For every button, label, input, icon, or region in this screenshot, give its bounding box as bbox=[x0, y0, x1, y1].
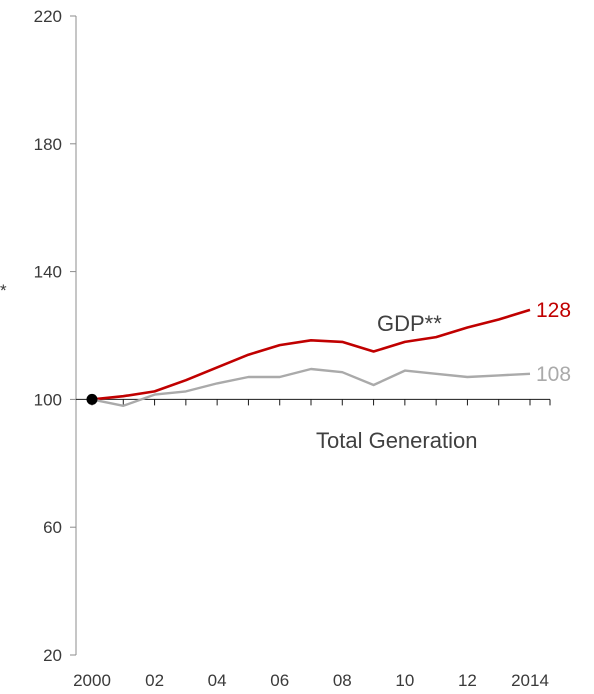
series-labels: * GDP** Total Generation 128 108 bbox=[0, 281, 571, 453]
series-line-gdp bbox=[91, 308, 531, 401]
end-label-total-generation: 108 bbox=[536, 363, 571, 386]
series-name-total-generation: Total Generation bbox=[316, 428, 477, 453]
y-tick-label: 100 bbox=[34, 390, 62, 409]
y-tick-label: 140 bbox=[34, 263, 62, 282]
x-tick-label: 08 bbox=[333, 671, 352, 690]
end-label-gdp: 128 bbox=[536, 299, 571, 322]
x-tick-label: 2014 bbox=[511, 671, 549, 690]
y-axis-cut-label: * bbox=[0, 281, 7, 300]
axes-layer bbox=[75, 16, 550, 655]
x-tick-label: 02 bbox=[145, 671, 164, 690]
y-tick-label: 180 bbox=[34, 135, 62, 154]
y-tick-label: 220 bbox=[34, 7, 62, 26]
x-tick-label: 10 bbox=[395, 671, 414, 690]
y-ticks: 20 60 100 140 180 220 bbox=[34, 7, 76, 665]
series-line-total-generation bbox=[91, 367, 531, 407]
x-tick-label: 04 bbox=[208, 671, 227, 690]
x-tick-label: 12 bbox=[458, 671, 477, 690]
x-ticks: 2000 02 04 06 08 10 12 2014 bbox=[73, 399, 551, 690]
base-point-marker bbox=[86, 393, 98, 405]
y-tick-label: 60 bbox=[43, 518, 62, 537]
y-tick-label: 20 bbox=[43, 646, 62, 665]
x-tick-label: 06 bbox=[270, 671, 289, 690]
x-tick-label: 2000 bbox=[73, 671, 111, 690]
series-name-gdp: GDP** bbox=[377, 311, 442, 336]
series-lines bbox=[91, 308, 531, 407]
